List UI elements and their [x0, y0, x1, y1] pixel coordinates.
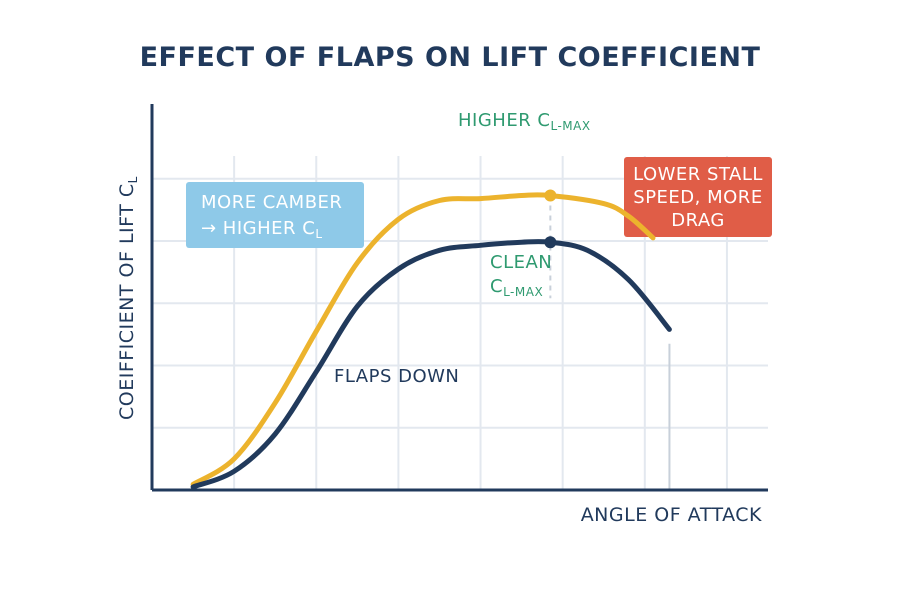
- series-line-flaps-down: [190, 192, 656, 487]
- camber-annotation-line1: MORE CAMBER: [201, 192, 342, 213]
- clean-annotation-line1: CLEAN: [490, 252, 552, 273]
- stall-annotation-line2: SPEED, MORE: [633, 187, 762, 208]
- camber-annotation-line2: → HIGHER CL: [201, 218, 323, 241]
- stall-annotation-line1: LOWER STALL: [633, 164, 763, 185]
- peak-point-flaps-down: [544, 189, 557, 202]
- y-axis-label-subscript: L: [126, 176, 140, 183]
- camber-callout-box: [186, 182, 364, 248]
- flaps-down-label: FLAPS DOWN: [334, 366, 459, 387]
- stall-callout-box: [624, 157, 772, 237]
- higher-clmax-annotation: HIGHER CL-MAX: [458, 110, 591, 133]
- series-lines: [190, 192, 672, 490]
- clean-annotation-line2: CL-MAX: [490, 276, 543, 299]
- y-axis-label-main: COEIFFICIENT OF LIFT C: [116, 183, 138, 420]
- camber-annotation-main: → HIGHER C: [201, 218, 315, 239]
- higher-clmax-main: HIGHER C: [458, 110, 551, 131]
- series-line-clean: [190, 238, 672, 490]
- chart-title: EFFECT OF FLAPS ON LIFT COEFFICIENT: [140, 42, 761, 73]
- x-axis-label: ANGLE OF ATTACK: [581, 504, 762, 526]
- clean-clmax-main: C: [490, 276, 503, 297]
- y-axis-label: COEIFFICIENT OF LIFT CL: [116, 176, 140, 420]
- peak-markers: [544, 189, 557, 249]
- camber-annotation-subscript: L: [315, 227, 322, 241]
- peak-point-clean: [544, 236, 557, 249]
- higher-clmax-subscript: L-MAX: [551, 119, 591, 133]
- stall-annotation-line3: DRAG: [671, 210, 725, 231]
- clean-clmax-subscript: L-MAX: [503, 285, 543, 299]
